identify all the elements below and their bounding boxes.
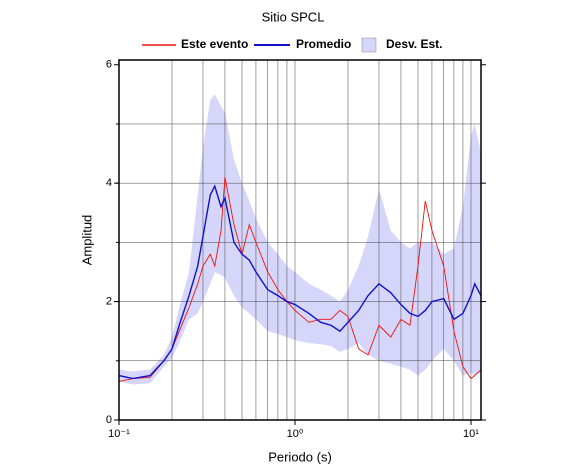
plot-frame <box>118 59 482 421</box>
legend-swatch <box>361 37 377 53</box>
series-line <box>118 177 482 382</box>
legend-label: Este evento <box>181 37 248 51</box>
y-tick-label: 6 <box>106 59 112 71</box>
x-axis-label: Periodo (s) <box>268 449 332 464</box>
chart-title: Sitio SPCL <box>262 9 325 24</box>
x-tick-label: 10¹ <box>463 428 479 440</box>
y-tick-label: 0 <box>106 414 112 426</box>
x-tick-label: 10⁻¹ <box>108 428 130 440</box>
y-tick-label: 4 <box>106 177 112 189</box>
series-line <box>118 184 482 380</box>
legend-label: Desv. Est. <box>386 37 442 51</box>
legend-label: Promedio <box>296 37 351 51</box>
y-axis-label: Amplitud <box>79 215 94 266</box>
std-band <box>119 94 481 385</box>
x-tick-label: 10⁰ <box>287 428 304 440</box>
y-tick-label: 2 <box>106 295 112 307</box>
